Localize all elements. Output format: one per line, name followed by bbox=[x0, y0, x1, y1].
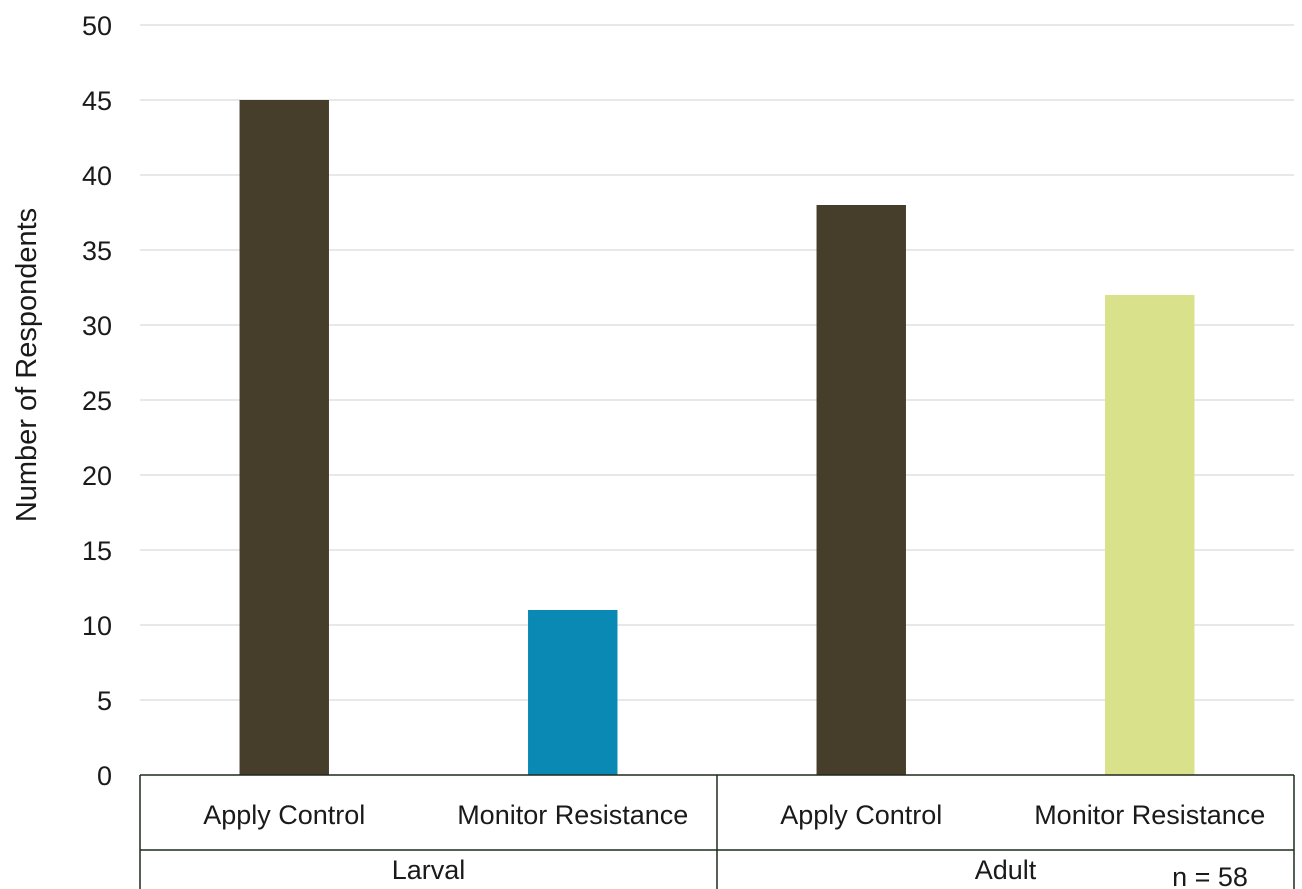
y-tick-label: 20 bbox=[82, 461, 112, 491]
y-tick-label: 30 bbox=[82, 311, 112, 341]
y-tick-label: 0 bbox=[97, 761, 112, 791]
y-tick-label: 50 bbox=[82, 11, 112, 41]
bar bbox=[528, 610, 618, 775]
x-axis-group-labels: Larval Adult bbox=[392, 855, 1037, 885]
sample-size-annotation: n = 58 bbox=[1172, 862, 1248, 889]
y-tick-label: 5 bbox=[97, 686, 112, 716]
bar bbox=[239, 100, 329, 775]
x-category-label: Monitor Resistance bbox=[457, 800, 688, 830]
axes bbox=[139, 774, 1295, 889]
x-group-label: Larval bbox=[392, 855, 466, 885]
bar bbox=[816, 205, 906, 775]
x-group-label: Adult bbox=[975, 855, 1037, 885]
bars bbox=[239, 100, 1195, 775]
bar bbox=[1105, 295, 1195, 775]
gridlines bbox=[140, 24, 1294, 701]
x-category-label: Apply Control bbox=[780, 800, 942, 830]
y-tick-label: 15 bbox=[82, 536, 112, 566]
y-tick-label: 45 bbox=[82, 86, 112, 116]
y-tick-label: 40 bbox=[82, 161, 112, 191]
y-axis-label: Number of Respondents bbox=[11, 208, 43, 522]
x-category-label: Apply Control bbox=[203, 800, 365, 830]
y-tick-label: 35 bbox=[82, 236, 112, 266]
x-category-label: Monitor Resistance bbox=[1034, 800, 1265, 830]
y-tick-label: 25 bbox=[82, 386, 112, 416]
y-axis-tick-labels: 0 5 10 15 20 25 30 35 40 45 50 bbox=[82, 11, 112, 791]
x-axis-category-labels: Apply Control Monitor Resistance Apply Con… bbox=[203, 800, 1265, 830]
y-tick-label: 10 bbox=[82, 611, 112, 641]
